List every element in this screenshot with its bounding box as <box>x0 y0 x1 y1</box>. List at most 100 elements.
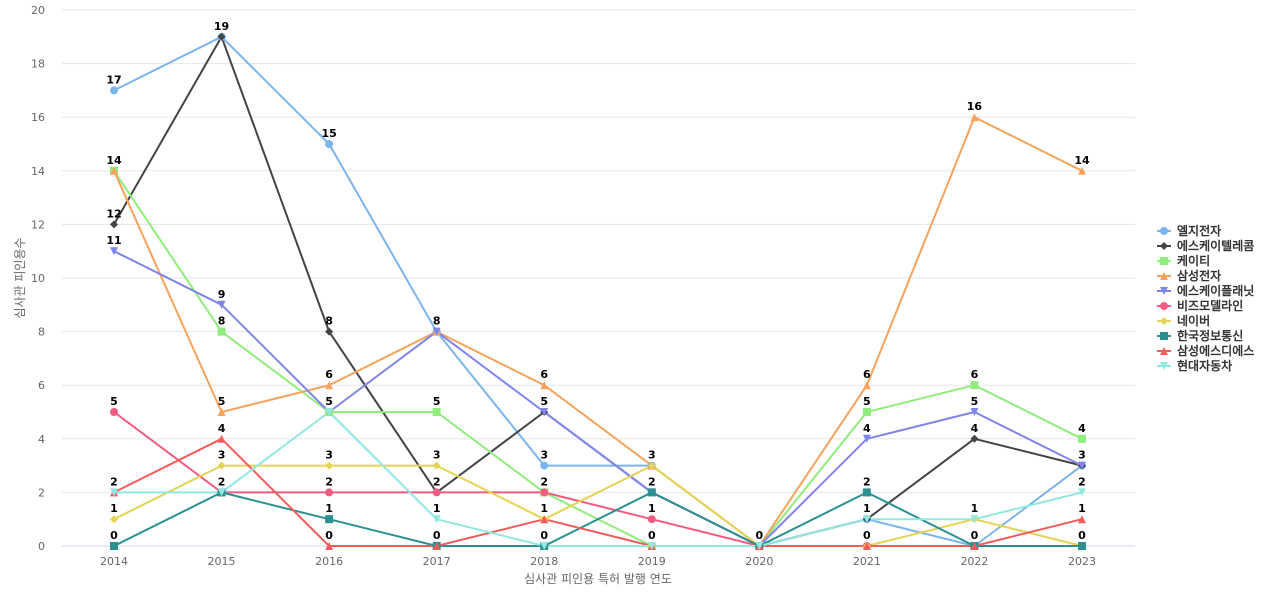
series-markers <box>110 32 1086 550</box>
y-tick-label: 12 <box>31 218 45 231</box>
data-label: 19 <box>214 20 229 33</box>
legend-item[interactable]: 케이티 <box>1157 253 1210 268</box>
y-tick-label: 6 <box>38 379 45 392</box>
series-point <box>862 488 871 497</box>
series-point <box>325 381 334 390</box>
series-point <box>540 542 549 550</box>
data-label: 16 <box>967 100 983 113</box>
x-tick-label: 2014 <box>100 555 128 568</box>
series-point <box>217 488 226 497</box>
data-label: 4 <box>971 422 979 435</box>
series-point <box>432 542 441 550</box>
series-line <box>113 250 1083 547</box>
series-point <box>217 300 226 309</box>
y-axis-title: 심사관 피인용수 <box>13 237 27 318</box>
series-point <box>647 461 656 470</box>
series-point <box>862 381 871 390</box>
series-line <box>113 437 1083 547</box>
series-point <box>325 461 334 470</box>
legend-item[interactable]: 에스케이텔레콤 <box>1157 238 1254 253</box>
series-point <box>540 488 549 497</box>
series-point <box>325 515 334 524</box>
data-label: 3 <box>540 449 548 462</box>
data-label: 5 <box>540 395 548 408</box>
data-label: 5 <box>971 395 979 408</box>
data-label: 5 <box>325 395 333 408</box>
legend-marker <box>1160 317 1168 325</box>
legend-marker <box>1160 227 1168 235</box>
series-point <box>325 327 334 336</box>
legend-label: 현대자동차 <box>1177 358 1232 373</box>
data-label: 12 <box>106 207 121 220</box>
legend-label: 케이티 <box>1177 253 1210 268</box>
series-line <box>113 169 1083 547</box>
series-point <box>970 542 979 550</box>
data-label: 0 <box>863 529 871 542</box>
series-point <box>432 515 441 524</box>
y-tick-label: 14 <box>31 165 45 178</box>
series-point <box>1078 166 1086 175</box>
series-point <box>970 381 979 390</box>
data-label: 14 <box>106 154 122 167</box>
data-label: 9 <box>218 288 226 301</box>
data-label: 14 <box>1074 154 1090 167</box>
data-label: 5 <box>218 395 226 408</box>
legend-label: 삼성전자 <box>1177 268 1221 283</box>
series-point <box>540 408 549 416</box>
data-label: 0 <box>1078 529 1086 542</box>
data-label: 1 <box>863 502 871 515</box>
data-label: 8 <box>325 315 333 328</box>
legend-marker <box>1160 272 1168 280</box>
legend-marker <box>1160 302 1168 310</box>
legend-item[interactable]: 엘지전자 <box>1157 223 1221 238</box>
x-tick-label: 2015 <box>208 555 236 568</box>
data-label: 0 <box>648 529 656 542</box>
legend-marker <box>1160 287 1168 295</box>
legend-item[interactable]: 비즈모델라인 <box>1157 298 1243 313</box>
legend-label: 비즈모델라인 <box>1177 298 1243 313</box>
data-label: 2 <box>540 475 548 488</box>
series-point <box>110 247 118 256</box>
series-point <box>862 515 871 524</box>
legend-label: 삼성에스디에스 <box>1177 343 1254 358</box>
x-tick-label: 2019 <box>638 555 666 568</box>
legend-item[interactable]: 현대자동차 <box>1157 358 1232 373</box>
data-label: 2 <box>863 475 871 488</box>
series-line <box>113 411 1083 547</box>
series-point <box>1078 461 1086 470</box>
series-point <box>325 488 334 497</box>
legend-item[interactable]: 삼성에스디에스 <box>1157 343 1254 358</box>
x-axis-title: 심사관 피인용 특허 발행 연도 <box>524 571 672 586</box>
series-point <box>217 32 226 41</box>
data-label: 3 <box>433 449 441 462</box>
x-tick-label: 2018 <box>530 555 558 568</box>
legend-item[interactable]: 네이버 <box>1157 313 1210 328</box>
legend-marker <box>1160 362 1168 370</box>
series-point <box>110 220 118 229</box>
data-label: 8 <box>433 315 441 328</box>
legend-item[interactable]: 에스케이플래닛 <box>1157 283 1254 298</box>
series-point <box>540 461 549 470</box>
series-point <box>970 408 979 416</box>
data-label: 0 <box>433 529 441 542</box>
legend-label: 에스케이텔레콤 <box>1177 238 1254 253</box>
series-point <box>862 542 871 550</box>
series-point <box>110 488 118 497</box>
series-point <box>647 488 656 497</box>
series-point <box>1078 542 1086 550</box>
legend[interactable]: 엘지전자에스케이텔레콤케이티삼성전자에스케이플래닛비즈모델라인네이버한국정보통신… <box>1157 223 1254 373</box>
legend-marker <box>1160 242 1168 250</box>
legend-item[interactable]: 삼성전자 <box>1157 268 1221 283</box>
series-point <box>432 327 441 336</box>
series-point <box>647 515 656 524</box>
legend-marker <box>1160 332 1168 340</box>
legend-item[interactable]: 한국정보통신 <box>1157 328 1243 343</box>
series-point <box>540 515 549 524</box>
data-label: 3 <box>325 449 333 462</box>
data-label: 3 <box>1078 449 1086 462</box>
y-tick-label: 4 <box>38 433 45 446</box>
series-line <box>113 411 1083 547</box>
y-tick-label: 8 <box>38 326 45 339</box>
data-label: 2 <box>648 475 656 488</box>
